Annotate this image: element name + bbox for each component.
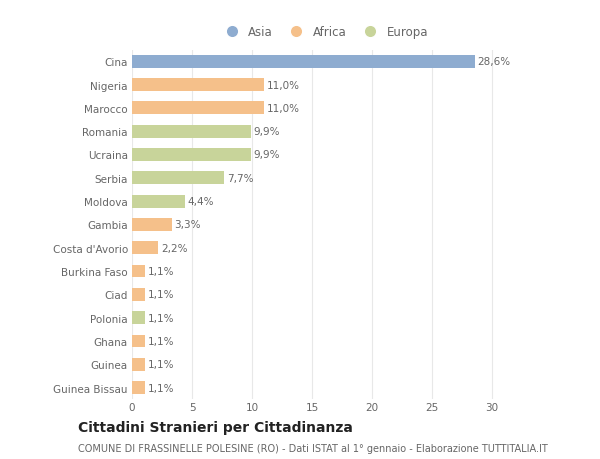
Text: 9,9%: 9,9%	[253, 127, 280, 137]
Text: 11,0%: 11,0%	[266, 104, 299, 114]
Text: 2,2%: 2,2%	[161, 243, 187, 253]
Text: 1,1%: 1,1%	[148, 383, 174, 393]
Bar	[132, 381, 145, 394]
Text: COMUNE DI FRASSINELLE POLESINE (RO) - Dati ISTAT al 1° gennaio - Elaborazione TU: COMUNE DI FRASSINELLE POLESINE (RO) - Da…	[78, 443, 548, 453]
Bar	[132, 242, 158, 255]
Text: 1,1%: 1,1%	[148, 266, 174, 276]
Bar	[132, 149, 251, 162]
Text: 1,1%: 1,1%	[148, 336, 174, 346]
Bar	[132, 56, 475, 68]
Bar	[132, 195, 185, 208]
Legend: Asia, Africa, Europa: Asia, Africa, Europa	[215, 22, 433, 44]
Bar	[132, 102, 264, 115]
Text: Cittadini Stranieri per Cittadinanza: Cittadini Stranieri per Cittadinanza	[78, 420, 353, 434]
Text: 1,1%: 1,1%	[148, 290, 174, 300]
Bar	[132, 358, 145, 371]
Bar	[132, 312, 145, 325]
Bar	[132, 335, 145, 347]
Text: 7,7%: 7,7%	[227, 174, 253, 184]
Bar	[132, 125, 251, 138]
Bar	[132, 79, 264, 92]
Bar	[132, 265, 145, 278]
Text: 11,0%: 11,0%	[266, 80, 299, 90]
Text: 1,1%: 1,1%	[148, 359, 174, 369]
Bar	[132, 218, 172, 231]
Text: 1,1%: 1,1%	[148, 313, 174, 323]
Text: 9,9%: 9,9%	[253, 150, 280, 160]
Text: 28,6%: 28,6%	[478, 57, 511, 67]
Text: 4,4%: 4,4%	[187, 196, 214, 207]
Bar	[132, 172, 224, 185]
Text: 3,3%: 3,3%	[174, 220, 200, 230]
Bar	[132, 288, 145, 301]
